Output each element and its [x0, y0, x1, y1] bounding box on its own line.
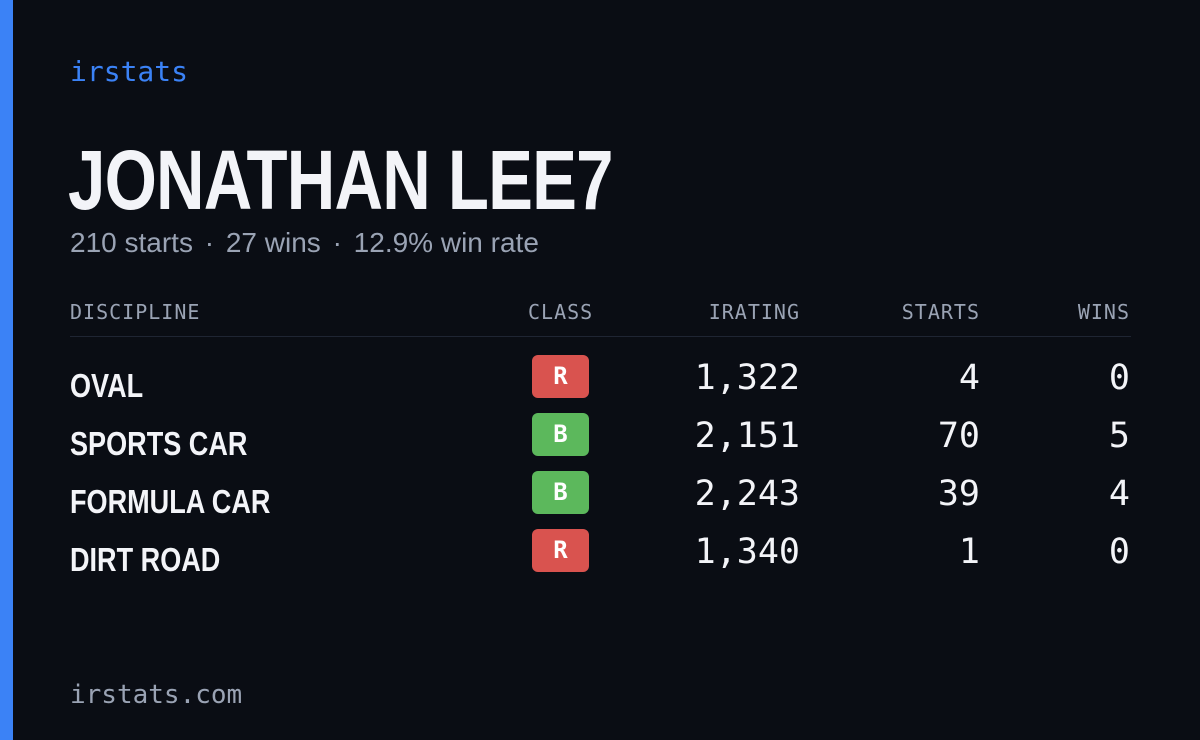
footer-url: irstats.com	[70, 680, 243, 710]
row-starts: 70	[937, 416, 980, 456]
row-irating: 2,243	[694, 474, 800, 514]
table-body: OVAL R 1,322 4 0 SPORTS CAR B 2,151 70 5…	[70, 337, 1131, 587]
row-irating: 2,151	[694, 416, 800, 456]
row-wins: 4	[1108, 474, 1130, 514]
row-starts: 39	[937, 474, 980, 514]
summary-win-rate: 12.9% win rate	[353, 227, 539, 258]
row-discipline: SPORTS CAR	[70, 425, 248, 462]
row-wins: 0	[1108, 358, 1130, 398]
header-wins: WINS	[1077, 300, 1130, 324]
driver-name: JONATHAN LEE7	[68, 133, 613, 227]
table-header: DISCIPLINE CLASS IRATING STARTS WINS	[70, 296, 1131, 337]
row-wins: 5	[1108, 416, 1130, 456]
accent-bar	[0, 0, 13, 740]
class-badge: B	[532, 471, 589, 514]
summary-separator: ·	[204, 227, 215, 258]
table-row: DIRT ROAD R 1,340 1 0	[70, 529, 1131, 587]
summary-separator: ·	[332, 227, 342, 258]
summary-starts: 210 starts	[70, 227, 193, 258]
header-discipline: DISCIPLINE	[70, 300, 201, 324]
summary-wins: 27 wins	[225, 227, 321, 258]
row-starts: 4	[958, 358, 980, 398]
row-irating: 1,322	[694, 358, 800, 398]
row-discipline: OVAL	[70, 367, 144, 404]
header-irating: IRATING	[708, 300, 800, 324]
row-wins: 0	[1108, 532, 1130, 572]
row-discipline: FORMULA CAR	[70, 483, 271, 520]
header-starts: STARTS	[901, 300, 980, 324]
driver-summary: 210 starts · 27 wins · 12.9% win rate	[70, 227, 539, 259]
class-badge: R	[532, 529, 589, 572]
brand-logo-text: irstats	[70, 55, 189, 88]
table-row: FORMULA CAR B 2,243 39 4	[70, 471, 1131, 529]
row-irating: 1,340	[694, 532, 800, 572]
class-badge: R	[532, 355, 589, 398]
table-row: SPORTS CAR B 2,151 70 5	[70, 413, 1131, 471]
row-starts: 1	[958, 532, 980, 572]
class-badge: B	[532, 413, 589, 456]
table-row: OVAL R 1,322 4 0	[70, 355, 1131, 413]
row-discipline: DIRT ROAD	[70, 541, 221, 578]
discipline-table: DISCIPLINE CLASS IRATING STARTS WINS OVA…	[70, 296, 1131, 587]
header-class: CLASS	[528, 300, 594, 324]
